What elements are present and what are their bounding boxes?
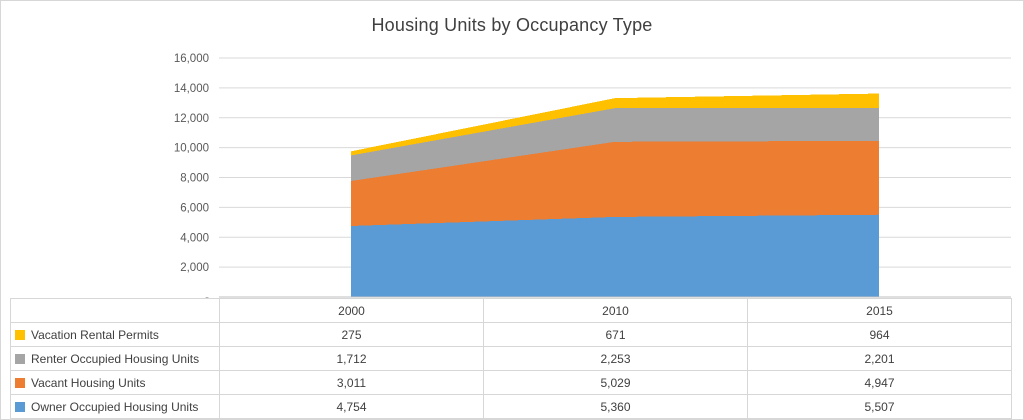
legend-label-cell: Owner Occupied Housing Units bbox=[10, 394, 220, 419]
table-row-vacation-rental-permits: Vacation Rental Permits 275 671 964 bbox=[10, 322, 1012, 347]
svg-text:14,000: 14,000 bbox=[174, 83, 209, 95]
svg-text:2,000: 2,000 bbox=[180, 262, 209, 274]
legend-label-cell: Renter Occupied Housing Units bbox=[10, 346, 220, 371]
value-cell: 5,360 bbox=[483, 394, 748, 419]
table-row-renter-occupied: Renter Occupied Housing Units 1,712 2,25… bbox=[10, 346, 1012, 371]
legend-key-vacation-rental-permits bbox=[15, 329, 25, 340]
table-header-row: 2000 2010 2015 bbox=[10, 298, 1012, 323]
value-cell: 964 bbox=[747, 322, 1012, 347]
value-cell: 4,947 bbox=[747, 370, 1012, 395]
chart-title: Housing Units by Occupancy Type bbox=[371, 15, 653, 35]
table-row-vacant: Vacant Housing Units 3,011 5,029 4,947 bbox=[10, 370, 1012, 395]
svg-text:10,000: 10,000 bbox=[174, 143, 209, 155]
legend-key-vacant bbox=[15, 377, 25, 388]
table-corner-cell bbox=[10, 298, 220, 323]
legend-label-cell: Vacation Rental Permits bbox=[10, 322, 220, 347]
value-cell: 5,507 bbox=[747, 394, 1012, 419]
legend-key-renter-occupied bbox=[15, 353, 25, 364]
svg-text:4,000: 4,000 bbox=[180, 232, 209, 244]
svg-text:8,000: 8,000 bbox=[180, 173, 209, 185]
table-header-2010: 2010 bbox=[483, 298, 748, 323]
table-header-2015: 2015 bbox=[747, 298, 1012, 323]
value-cell: 5,029 bbox=[483, 370, 748, 395]
series-label: Vacation Rental Permits bbox=[31, 327, 159, 342]
value-cell: 2,253 bbox=[483, 346, 748, 371]
data-table: 2000 2010 2015 Vacation Rental Permits 2… bbox=[10, 298, 1012, 419]
value-cell: 275 bbox=[219, 322, 484, 347]
value-cell: 4,754 bbox=[219, 394, 484, 419]
svg-text:-: - bbox=[205, 292, 209, 298]
legend-label-cell: Vacant Housing Units bbox=[10, 370, 220, 395]
value-cell: 671 bbox=[483, 322, 748, 347]
table-row-owner-occupied: Owner Occupied Housing Units 4,754 5,360… bbox=[10, 394, 1012, 419]
value-cell: 3,011 bbox=[219, 370, 484, 395]
svg-text:16,000: 16,000 bbox=[174, 53, 209, 65]
series-label: Renter Occupied Housing Units bbox=[31, 351, 200, 366]
stacked-area-plot: - 2,000 4,000 6,000 8,000 10,000 12,000 14,000 1… bbox=[174, 53, 1011, 298]
value-cell: 2,201 bbox=[747, 346, 1012, 371]
value-cell: 1,712 bbox=[219, 346, 484, 371]
svg-text:6,000: 6,000 bbox=[180, 202, 209, 214]
series-label: Vacant Housing Units bbox=[31, 375, 146, 390]
table-header-2000: 2000 bbox=[219, 298, 484, 323]
svg-text:12,000: 12,000 bbox=[174, 113, 209, 125]
legend-key-owner-occupied bbox=[15, 401, 25, 412]
series-label: Owner Occupied Housing Units bbox=[31, 399, 199, 414]
